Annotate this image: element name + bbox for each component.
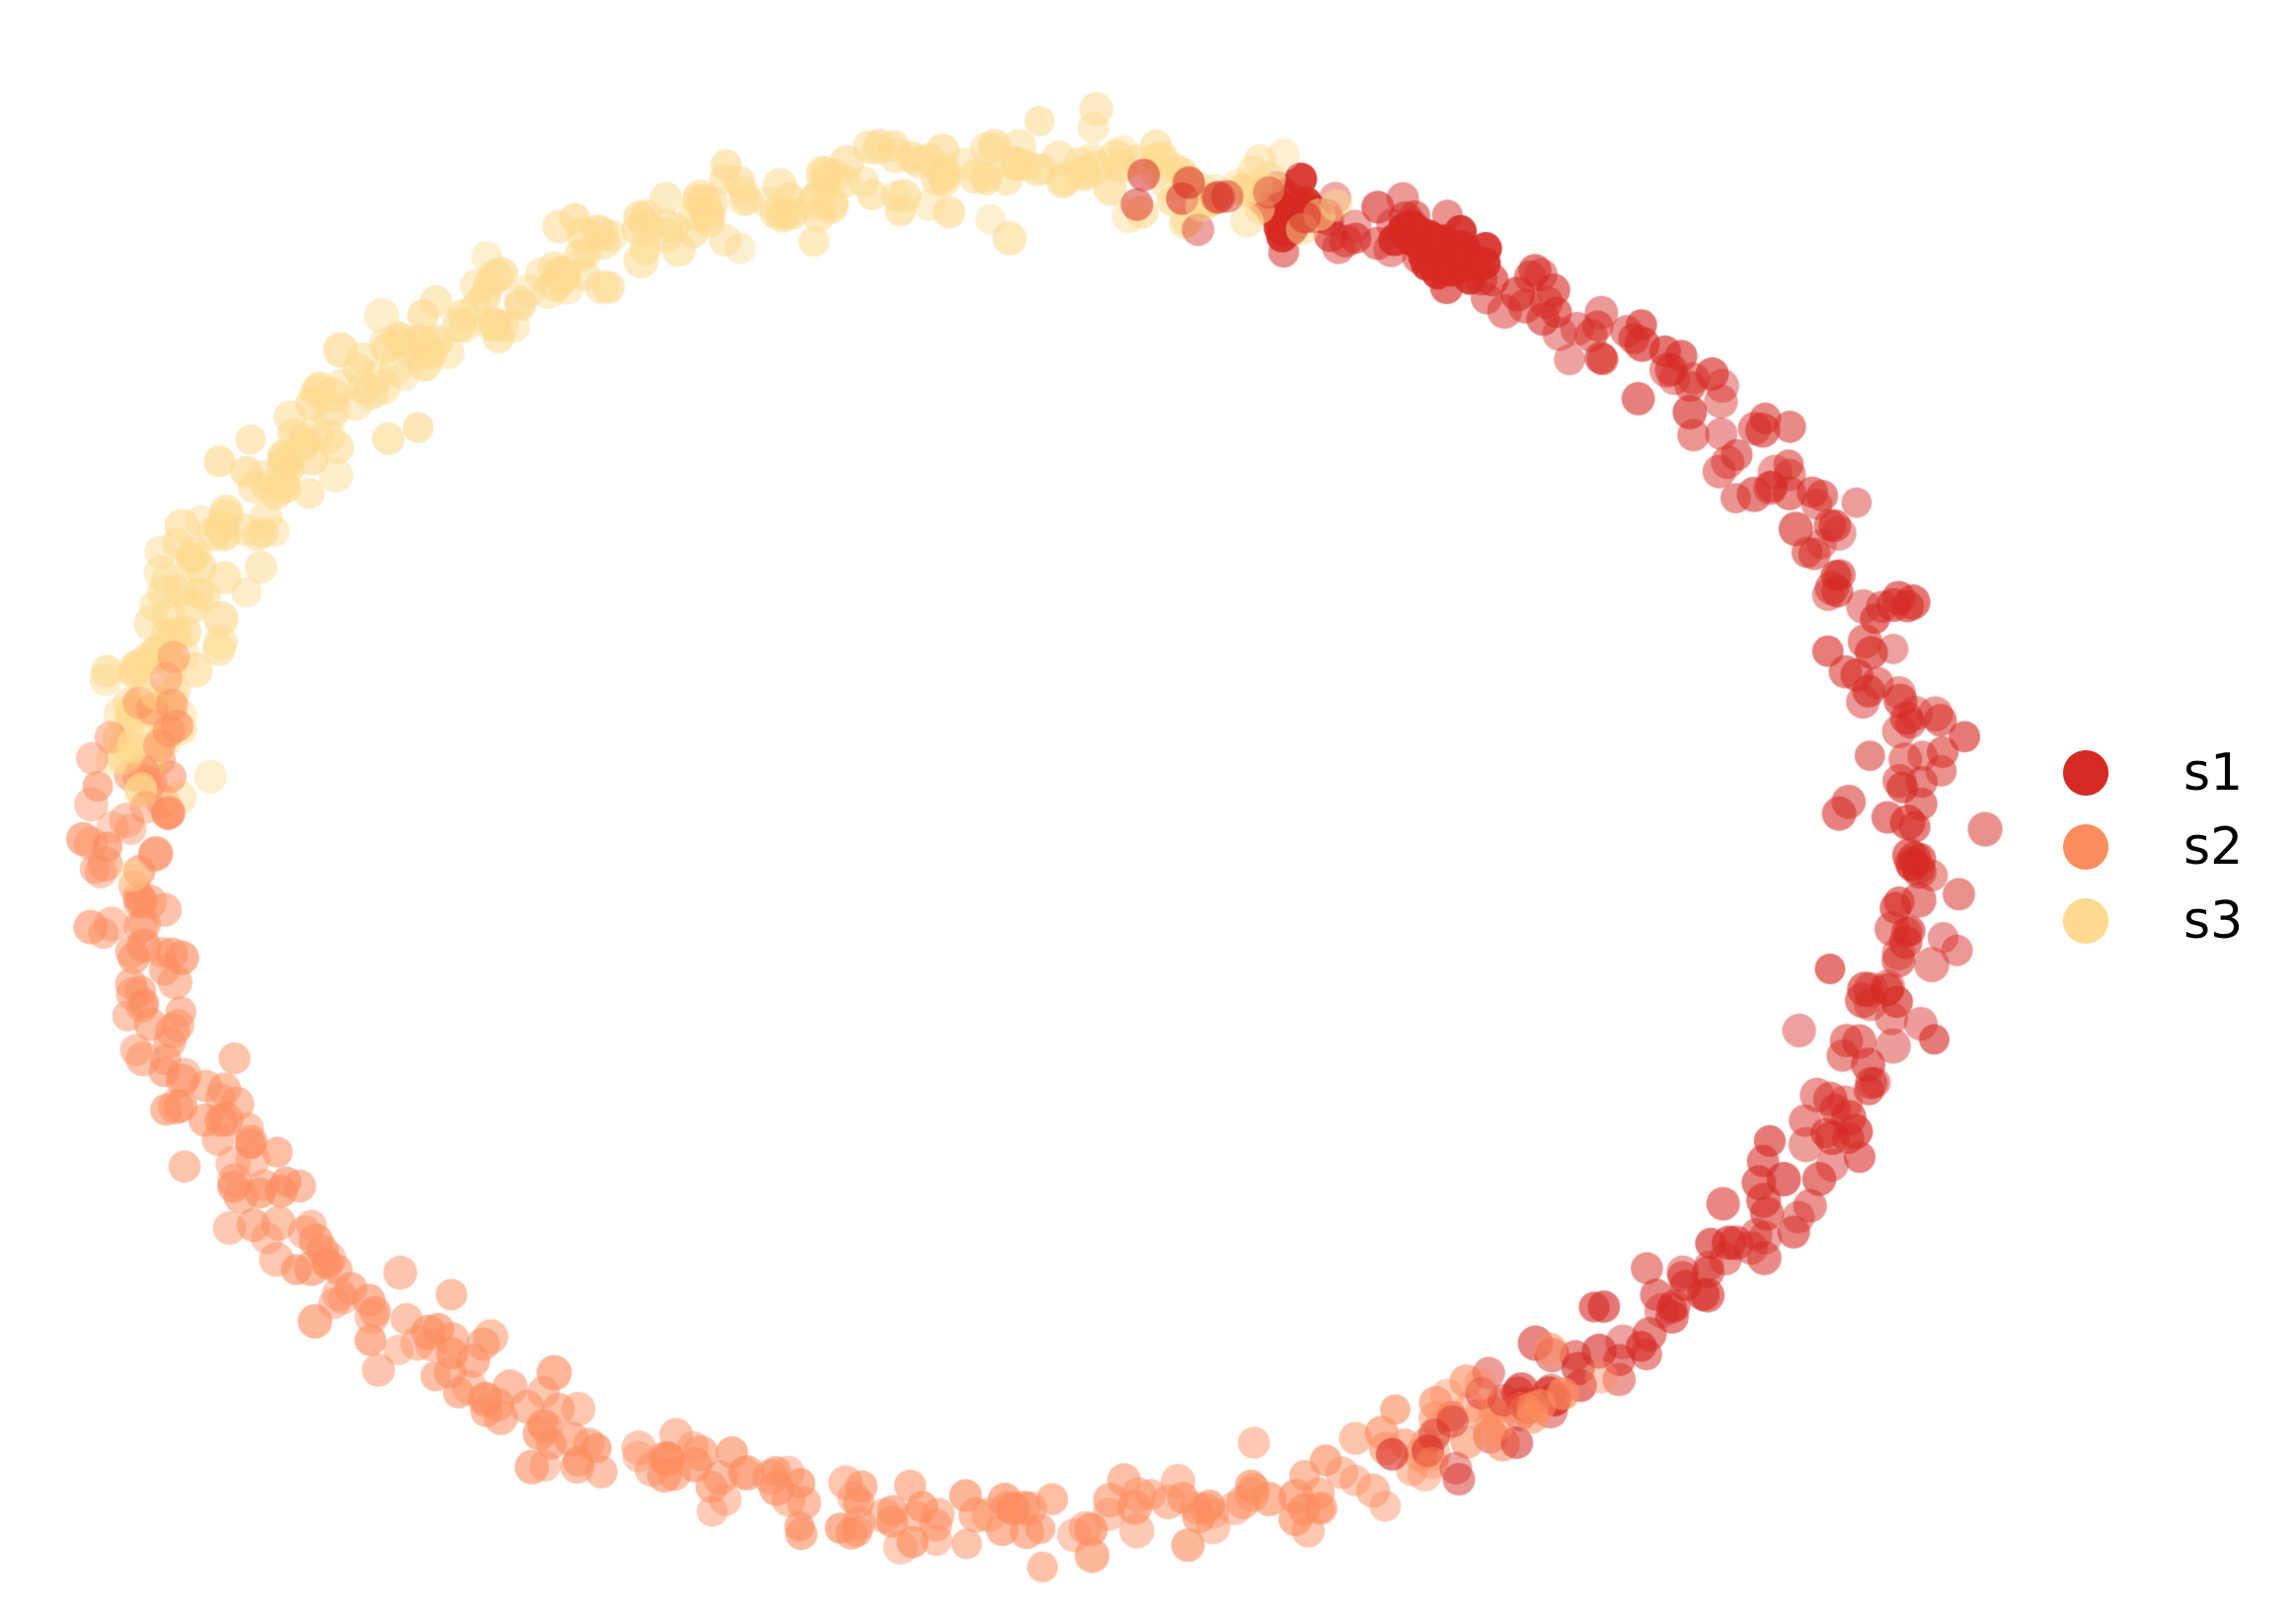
legend-label: s2 bbox=[2183, 816, 2244, 877]
legend-label: s1 bbox=[2183, 742, 2244, 803]
legend-dot-icon bbox=[2063, 897, 2108, 944]
legend-dot-icon bbox=[2063, 823, 2108, 870]
legend-item-s2[interactable]: s2 bbox=[2063, 809, 2270, 883]
legend-item-s3[interactable]: s3 bbox=[2063, 883, 2270, 958]
legend-dot-icon bbox=[2063, 749, 2108, 796]
legend-item-s1[interactable]: s1 bbox=[2063, 735, 2270, 809]
legend: s1 s2 s3 bbox=[2063, 735, 2270, 958]
legend-label: s3 bbox=[2183, 890, 2244, 951]
